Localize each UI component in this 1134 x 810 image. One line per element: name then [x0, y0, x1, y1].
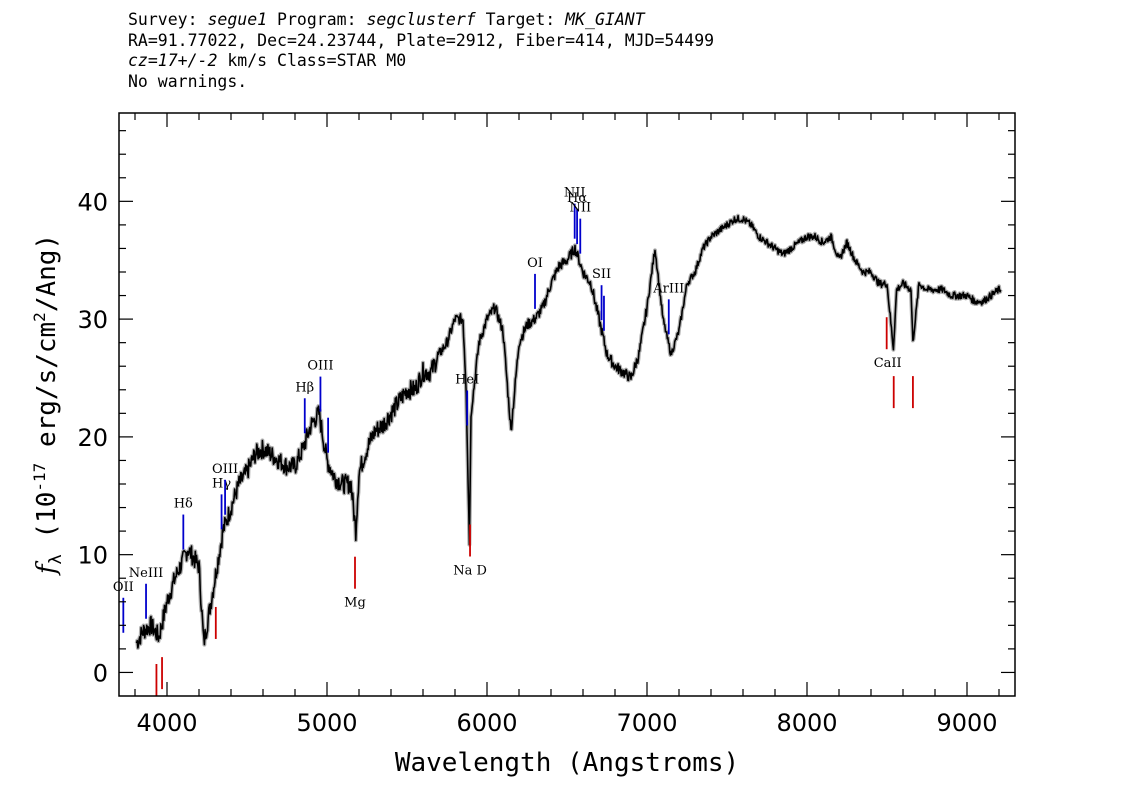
emission-line-label: Hγ — [212, 476, 231, 491]
emission-line-label: OI — [527, 256, 543, 271]
class-line: km/s Class=STAR M0 — [217, 51, 407, 70]
flux-line — [135, 214, 1002, 649]
warnings-line: No warnings. — [128, 71, 248, 91]
absorption-line-label: CaII — [874, 356, 902, 371]
y-tick-labels: 0 10 20 30 40 — [77, 188, 108, 687]
y-tick-label: 20 — [77, 424, 108, 452]
flux-series — [135, 214, 1002, 649]
redshift-value: cz=17+/-2 — [128, 51, 218, 70]
emission-line-label: NeIII — [129, 566, 163, 581]
coordinates-line: RA=91.77022, Dec=24.23744, Plate=2912, F… — [128, 30, 715, 50]
emission-line-label: ArIII — [652, 281, 684, 296]
emission-line-label: OII — [113, 580, 134, 595]
spectral-line-markers: OIINeIIIHδHγOIIIHβOIIIHeIOINIIHαNIISIIAr… — [113, 186, 914, 696]
x-axis-title: Wavelength (Angstroms) — [395, 748, 739, 778]
emission-line-label: HeI — [455, 372, 479, 387]
absorption-line-label: Na D — [453, 564, 487, 579]
x-tick-label: 9000 — [936, 709, 997, 737]
error-band — [134, 213, 1003, 650]
program-label: Program: — [277, 10, 357, 29]
error-band-path — [134, 213, 1003, 650]
target-value: MK_GIANT — [565, 10, 645, 29]
emission-line-label: SII — [592, 267, 611, 282]
y-tick-label: 0 — [93, 659, 108, 687]
x-tick-label: 8000 — [776, 709, 837, 737]
emission-line-label: NII — [564, 186, 586, 201]
x-tick-label: 7000 — [616, 709, 677, 737]
axis-ticks — [119, 113, 1015, 696]
emission-line-label: Hδ — [174, 497, 193, 512]
x-tick-label: 6000 — [456, 709, 517, 737]
y-tick-label: 30 — [77, 306, 108, 334]
emission-line-label: Hα — [567, 191, 587, 206]
program-value: segclusterf — [366, 10, 476, 29]
x-tick-label: 5000 — [296, 709, 357, 737]
plot-frame — [118, 112, 1016, 697]
emission-line-label: OIII — [307, 359, 333, 374]
y-tick-label: 40 — [77, 188, 108, 216]
survey-label: Survey: — [128, 10, 198, 29]
y-axis-title-text: fλ (10-17 erg/s/cm2/Ang) — [30, 234, 66, 576]
spectrum-header: Survey: segue1 Program: segclusterf Targ… — [128, 10, 714, 92]
absorption-line-label: Mg — [344, 596, 366, 611]
emission-line-label: NII — [569, 201, 591, 216]
y-axis-title: fλ (10-17 erg/s/cm2/Ang) — [30, 234, 66, 576]
survey-value: segue1 — [207, 10, 268, 29]
x-tick-labels: 4000 5000 6000 7000 8000 9000 — [136, 709, 997, 737]
target-label: Target: — [485, 10, 556, 29]
emission-line-label: Hβ — [295, 380, 314, 395]
x-tick-label: 4000 — [136, 709, 197, 737]
emission-line-label: OIII — [212, 462, 238, 477]
y-tick-label: 10 — [77, 542, 108, 570]
